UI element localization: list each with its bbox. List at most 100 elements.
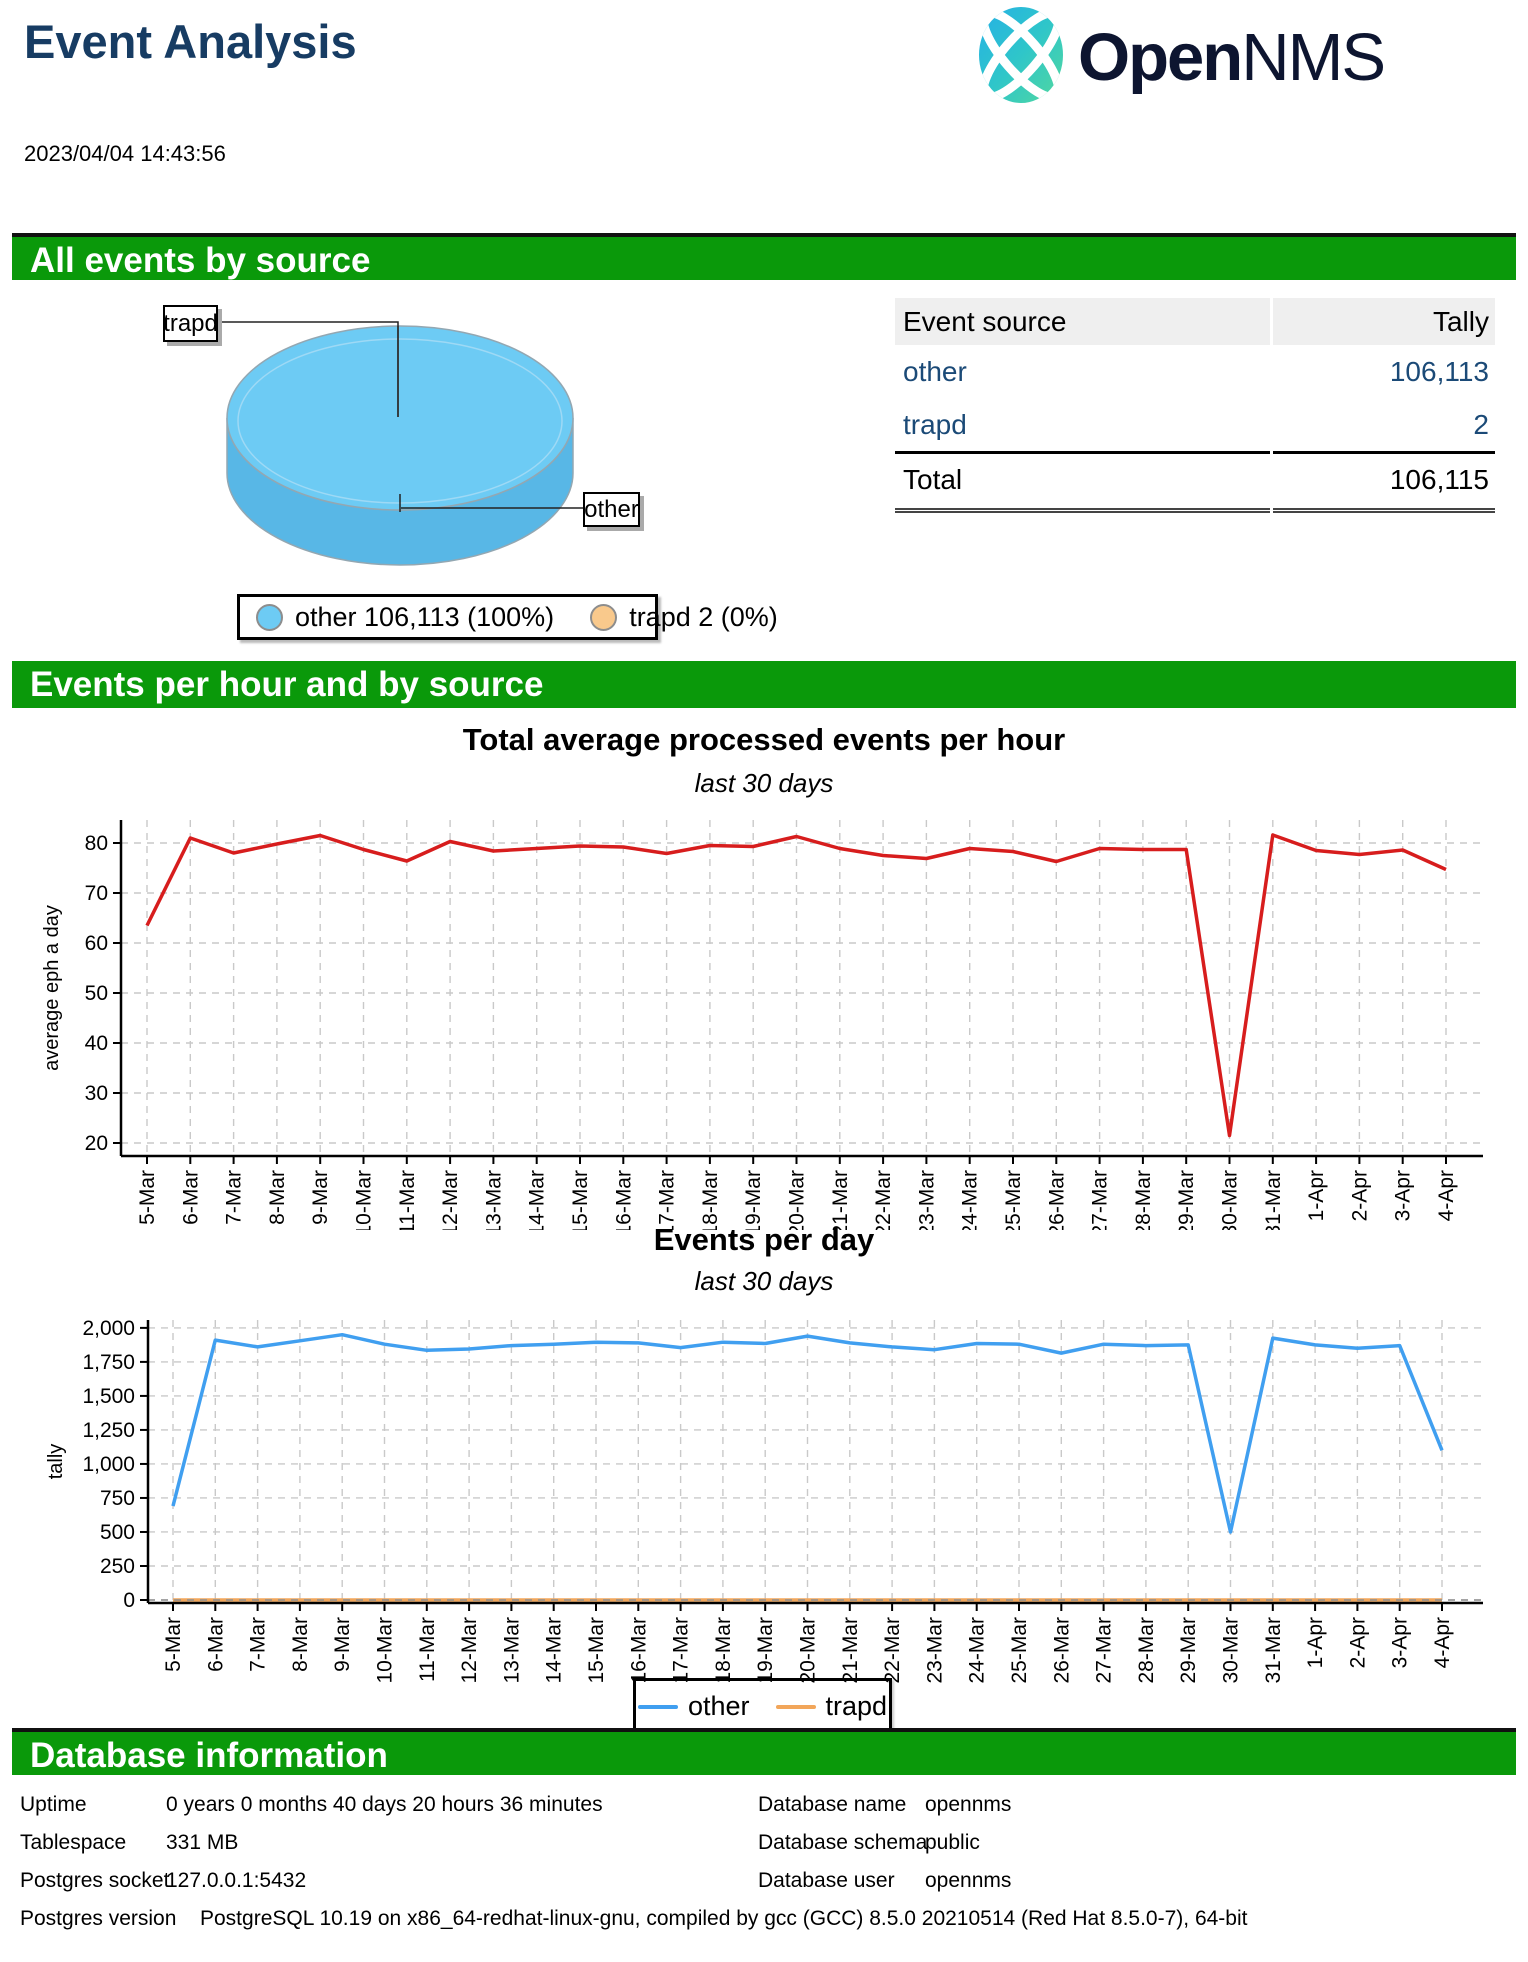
svg-text:15-Mar: 15-Mar <box>585 1617 608 1684</box>
svg-text:4-Apr: 4-Apr <box>1435 1170 1458 1221</box>
line-chart-legend: other trapd <box>633 1678 892 1735</box>
pie-callout-trapd: trapd <box>163 305 218 342</box>
svg-text:1,750: 1,750 <box>82 1351 135 1374</box>
opennms-logo-icon <box>978 5 1064 110</box>
svg-text:29-Mar: 29-Mar <box>1177 1617 1200 1684</box>
svg-text:50: 50 <box>85 982 108 1005</box>
tally-value-other[interactable]: 106,113 <box>1389 356 1489 387</box>
svg-text:21-Mar: 21-Mar <box>839 1617 862 1684</box>
svg-text:13-Mar: 13-Mar <box>500 1617 523 1684</box>
svg-text:30: 30 <box>85 1082 108 1105</box>
db-value-database-schema: public <box>925 1831 980 1854</box>
pie-callout-other: other <box>583 492 640 527</box>
svg-text:11-Mar: 11-Mar <box>416 1617 439 1682</box>
column-header-event-source: Event source <box>895 298 1270 345</box>
svg-text:1,000: 1,000 <box>82 1453 135 1476</box>
svg-text:500: 500 <box>100 1521 135 1544</box>
opennms-logo: OpenNMS <box>978 5 1386 110</box>
svg-text:10-Mar: 10-Mar <box>374 1617 397 1684</box>
table-total-row: Total 106,115 <box>895 451 1495 513</box>
svg-text:20: 20 <box>85 1132 108 1155</box>
svg-text:2-Apr: 2-Apr <box>1346 1617 1369 1668</box>
legend-item-other: other <box>637 1691 750 1722</box>
event-source-table: Event source Tally other 106,113 trapd 2… <box>895 298 1495 513</box>
svg-text:21-Mar: 21-Mar <box>829 1170 852 1230</box>
svg-text:250: 250 <box>100 1555 135 1578</box>
legend-item-trapd: trapd <box>775 1691 888 1722</box>
svg-text:0: 0 <box>123 1589 135 1612</box>
svg-text:3-Apr: 3-Apr <box>1389 1617 1412 1668</box>
svg-text:14-Mar: 14-Mar <box>526 1170 549 1230</box>
svg-text:16-Mar: 16-Mar <box>627 1617 650 1684</box>
svg-text:1-Apr: 1-Apr <box>1304 1617 1327 1668</box>
svg-text:750: 750 <box>100 1487 135 1510</box>
svg-text:13-Mar: 13-Mar <box>482 1170 505 1230</box>
legend-swatch-other <box>256 603 283 631</box>
db-value-tablespace: 331 MB <box>166 1831 239 1854</box>
svg-text:6-Mar: 6-Mar <box>179 1170 202 1225</box>
svg-text:25-Mar: 25-Mar <box>1002 1170 1025 1230</box>
svg-text:average eph a day: average eph a day <box>41 905 63 1071</box>
svg-text:24-Mar: 24-Mar <box>966 1617 989 1684</box>
tally-value-trapd[interactable]: 2 <box>1473 409 1489 440</box>
event-source-link-other[interactable]: other <box>903 356 967 387</box>
db-value-uptime: 0 years 0 months 40 days 20 hours 36 min… <box>166 1793 603 1816</box>
svg-text:26-Mar: 26-Mar <box>1050 1617 1073 1684</box>
column-header-tally: Tally <box>1273 298 1495 345</box>
svg-text:26-Mar: 26-Mar <box>1045 1170 1068 1230</box>
db-value-postgres-socket: 127.0.0.1:5432 <box>166 1869 307 1892</box>
svg-text:12-Mar: 12-Mar <box>439 1170 462 1230</box>
event-source-link-trapd[interactable]: trapd <box>903 409 967 440</box>
pie-legend-label: trapd 2 (0%) <box>629 601 778 632</box>
svg-text:28-Mar: 28-Mar <box>1135 1617 1158 1684</box>
db-label-postgres-version: Postgres version <box>20 1907 177 1930</box>
db-label-database-schema: Database schema <box>758 1831 928 1854</box>
svg-text:30-Mar: 30-Mar <box>1219 1170 1242 1230</box>
svg-text:17-Mar: 17-Mar <box>656 1170 679 1230</box>
svg-text:29-Mar: 29-Mar <box>1175 1170 1198 1230</box>
svg-text:3-Apr: 3-Apr <box>1392 1170 1415 1221</box>
svg-text:11-Mar: 11-Mar <box>396 1170 419 1230</box>
chart-title-events-per-day: Events per day <box>653 1222 875 1257</box>
chart-subtitle-eph: last 30 days <box>694 768 834 798</box>
line-chart-events-per-day: 5-Mar 6-Mar 7-Mar 8-Mar 9-Mar 10-Mar 11-Mar 12-… <box>45 1317 1483 1684</box>
pie-legend-label: other 106,113 (100%) <box>295 601 555 632</box>
svg-text:12-Mar: 12-Mar <box>458 1617 481 1684</box>
db-label-database-name: Database name <box>758 1793 907 1816</box>
pie-legend: other 106,113 (100%) trapd 2 (0%) <box>237 594 778 640</box>
svg-text:8-Mar: 8-Mar <box>289 1617 312 1672</box>
db-info-row: Postgres socket 127.0.0.1:5432 Database … <box>0 1869 1528 1907</box>
db-info-row: Uptime 0 years 0 months 40 days 20 hours… <box>0 1793 1528 1831</box>
svg-text:18-Mar: 18-Mar <box>699 1170 722 1230</box>
line-chart-events-per-hour: 5-Mar 6-Mar 7-Mar 8-Mar 9-Mar 10-Mar 11-Mar 12-… <box>41 820 1483 1230</box>
svg-text:7-Mar: 7-Mar <box>247 1617 270 1672</box>
svg-text:70: 70 <box>85 882 108 905</box>
svg-text:24-Mar: 24-Mar <box>959 1170 982 1230</box>
svg-text:5-Mar: 5-Mar <box>162 1617 185 1672</box>
svg-text:18-Mar: 18-Mar <box>712 1617 735 1684</box>
page-title: Event Analysis <box>24 15 357 68</box>
svg-text:19-Mar: 19-Mar <box>754 1617 777 1684</box>
db-value-postgres-version: PostgreSQL 10.19 on x86_64-redhat-linux-… <box>200 1907 1248 1930</box>
svg-text:15-Mar: 15-Mar <box>569 1170 592 1230</box>
db-label-postgres-socket: Postgres socket <box>20 1869 170 1892</box>
svg-text:2-Apr: 2-Apr <box>1348 1170 1371 1221</box>
db-info-row: Tablespace 331 MB Database schema public <box>0 1831 1528 1869</box>
svg-text:60: 60 <box>85 932 108 955</box>
chart-title-eph: Total average processed events per hour <box>462 722 1066 757</box>
pie-legend-item-trapd: trapd 2 (0%) <box>590 602 778 633</box>
total-label: Total <box>895 451 1270 513</box>
legend-line-other <box>637 1704 678 1709</box>
section-header-events-per-hour: Events per hour and by source <box>12 661 1516 708</box>
section-header-all-events-by-source: All events by source <box>12 233 1516 280</box>
db-info-row: Postgres version PostgreSQL 10.19 on x86… <box>0 1907 1528 1945</box>
svg-text:9-Mar: 9-Mar <box>309 1170 332 1225</box>
legend-line-trapd <box>775 1704 816 1709</box>
svg-text:10-Mar: 10-Mar <box>353 1170 376 1230</box>
legend-swatch-trapd <box>590 603 618 631</box>
svg-text:16-Mar: 16-Mar <box>612 1170 635 1230</box>
legend-label: trapd <box>825 1691 888 1721</box>
db-label-uptime: Uptime <box>20 1793 87 1816</box>
svg-text:7-Mar: 7-Mar <box>223 1170 246 1225</box>
svg-text:31-Mar: 31-Mar <box>1262 1170 1285 1230</box>
